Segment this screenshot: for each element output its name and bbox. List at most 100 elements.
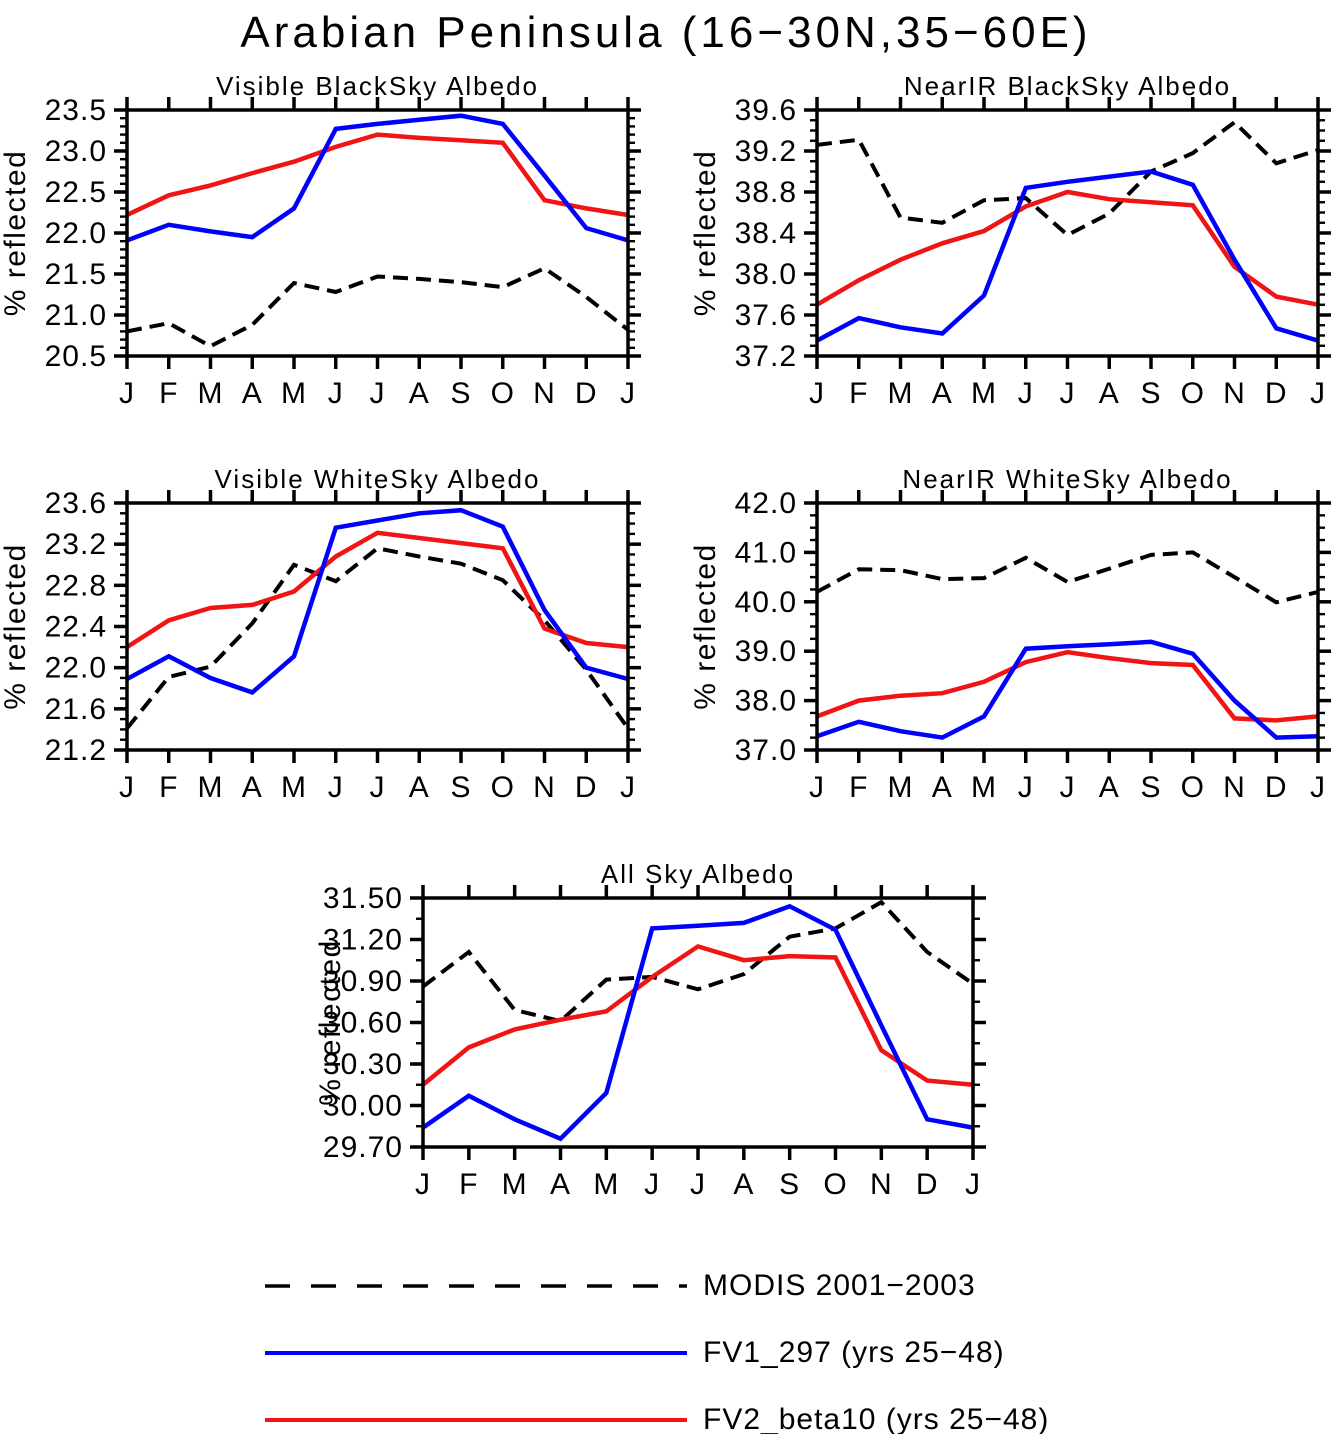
chart-all-sky-albedo: All Sky Albedo % reflected 29.70 30.00 30.30… — [280, 845, 1060, 1220]
y-tick-label: 38.0 — [735, 258, 797, 291]
y-tick-label: 23.2 — [45, 528, 107, 561]
x-tick-label: D — [575, 771, 598, 804]
y-tick-label: 30.30 — [323, 1048, 403, 1081]
nearir-whitesky-albedo-plot: NearIR WhiteSky Albedo % reflected 37.0 38.… — [689, 464, 1331, 804]
y-tick-label: 21.0 — [45, 299, 107, 332]
x-tick-label: M — [971, 771, 997, 804]
y-tick-label: 23.6 — [45, 487, 107, 520]
x-tick-label: M — [888, 377, 914, 410]
series-line-fv2 — [125, 530, 629, 650]
x-tick-label: M — [888, 771, 914, 804]
y-tick-label: 29.70 — [323, 1131, 403, 1164]
x-tick-label: A — [932, 771, 953, 804]
chart-visible-blacksky-albedo: Visible BlackSky Albedo % reflected 20.5 21… — [0, 60, 700, 425]
figure-title: Arabian Peninsula (16−30N,35−60E) — [240, 8, 1092, 57]
y-tick-label: 22.0 — [45, 217, 107, 250]
x-tick-label: A — [733, 1168, 754, 1201]
x-tick-label: D — [575, 377, 598, 410]
y-tick-label: 41.0 — [735, 536, 797, 569]
legend-item-fv2: FV2_beta10 (yrs 25−48) — [265, 1403, 1049, 1434]
plot-frame — [125, 108, 630, 358]
series-line-fv1 — [126, 113, 629, 243]
y-tick-label: 23.5 — [45, 94, 107, 127]
series-line-fv1 — [125, 507, 629, 695]
series-line-fv2 — [421, 943, 974, 1088]
x-tick-label: F — [849, 377, 868, 410]
legend-label-modis: MODIS 2001−2003 — [703, 1269, 976, 1302]
series-line-fv2 — [816, 649, 1319, 723]
y-tick-label: 30.60 — [323, 1007, 403, 1040]
y-tick-label: 39.0 — [735, 635, 797, 668]
x-tick-label: M — [198, 771, 224, 804]
chart-nearir-whitesky-albedo: NearIR WhiteSky Albedo % reflected 37.0 38.… — [689, 455, 1332, 820]
all-sky-albedo-plot: All Sky Albedo % reflected 29.70 30.00 30.30… — [314, 859, 986, 1201]
series-line-modis — [125, 546, 630, 730]
x-tick-label: A — [409, 377, 430, 410]
nearir-blacksky-albedo-plot: NearIR BlackSky Albedo % reflected 37.2 37.… — [689, 71, 1331, 410]
series-line-modis — [816, 119, 1319, 238]
x-tick-label: F — [849, 771, 868, 804]
x-tick-label: J — [119, 771, 135, 804]
y-tick-label: 38.8 — [735, 176, 797, 209]
x-tick-label: N — [533, 771, 556, 804]
y-tick-label: 21.2 — [45, 734, 107, 767]
x-tick-label: N — [1223, 771, 1246, 804]
y-axis-label: % reflected — [690, 543, 722, 710]
y-tick-label: 23.0 — [45, 135, 107, 168]
x-tick-label: O — [491, 771, 515, 804]
y-tick-label: 31.50 — [323, 882, 403, 915]
x-tick-label: J — [809, 771, 825, 804]
x-tick-label: J — [1018, 377, 1034, 410]
series-line-modis — [126, 266, 630, 349]
x-tick-label: A — [1099, 377, 1120, 410]
y-tick-label: 30.00 — [323, 1090, 403, 1123]
x-tick-label: N — [1223, 377, 1246, 410]
legend-item-modis: MODIS 2001−2003 — [265, 1269, 976, 1303]
plot-frame — [815, 108, 1320, 358]
series-line-fv1 — [815, 169, 1319, 343]
y-tick-label: 37.6 — [735, 299, 797, 332]
x-tick-label: F — [159, 771, 178, 804]
y-tick-label: 22.8 — [45, 569, 107, 602]
x-tick-label: S — [450, 377, 471, 410]
x-tick-label: F — [159, 377, 178, 410]
x-tick-label: A — [932, 377, 953, 410]
legend-label-fv2: FV2_beta10 (yrs 25−48) — [703, 1403, 1050, 1434]
x-tick-label: J — [415, 1168, 431, 1201]
fv1-solid-line-swatch — [265, 1351, 687, 1355]
series-line-fv2 — [126, 132, 629, 218]
x-tick-label: J — [370, 771, 386, 804]
plot-title: All Sky Albedo — [601, 859, 795, 889]
x-tick-label: J — [1310, 377, 1326, 410]
y-tick-label: 40.0 — [735, 586, 797, 619]
x-tick-label: M — [281, 377, 307, 410]
plot-frame — [815, 501, 1320, 752]
x-tick-label: J — [1060, 377, 1076, 410]
plot-title: Visible BlackSky Albedo — [216, 71, 539, 101]
x-tick-label: S — [450, 771, 471, 804]
y-axis-label: % reflected — [314, 939, 347, 1106]
y-tick-label: 22.4 — [45, 611, 107, 644]
x-tick-label: J — [644, 1168, 660, 1201]
x-tick-label: A — [1099, 771, 1120, 804]
series-line-modis — [816, 550, 1319, 605]
x-tick-label: J — [1018, 771, 1034, 804]
x-tick-label: A — [242, 771, 263, 804]
series-line-fv2 — [815, 189, 1319, 307]
chart-visible-whitesky-albedo: Visible WhiteSky Albedo % reflected 21.2 21… — [0, 455, 700, 820]
x-tick-label: M — [281, 771, 307, 804]
y-tick-label: 21.5 — [45, 258, 107, 291]
x-tick-label: M — [593, 1168, 619, 1201]
visible-whitesky-albedo-plot: Visible WhiteSky Albedo % reflected 21.2 21… — [0, 464, 641, 804]
y-axis-label: % reflected — [690, 150, 722, 317]
x-tick-label: J — [809, 377, 825, 410]
plot-frame — [421, 896, 975, 1149]
y-tick-label: 21.6 — [45, 693, 107, 726]
legend-label-fv1: FV1_297 (yrs 25−48) — [703, 1336, 1005, 1369]
plot-title: NearIR WhiteSky Albedo — [902, 464, 1232, 494]
y-tick-label: 37.0 — [735, 734, 797, 767]
x-tick-label: J — [328, 771, 344, 804]
visible-blacksky-albedo-plot: Visible BlackSky Albedo % reflected 20.5 21… — [0, 71, 641, 410]
modis-dashed-line-swatch — [265, 1284, 687, 1288]
chart-nearir-blacksky-albedo: NearIR BlackSky Albedo % reflected 37.2 37.… — [689, 60, 1332, 425]
